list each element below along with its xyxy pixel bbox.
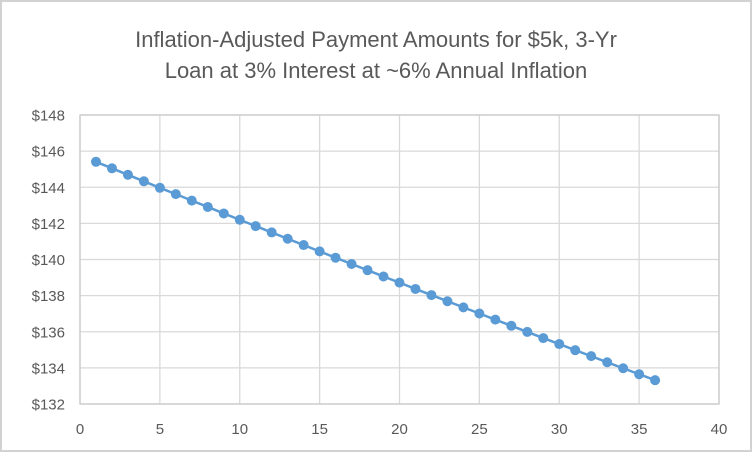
data-point (538, 333, 549, 344)
x-axis-tick-label: 0 (76, 421, 84, 438)
data-point (218, 208, 229, 219)
data-point (186, 195, 197, 206)
chart-title-line-2: Loan at 3% Interest at ~6% Annual Inflat… (164, 58, 588, 83)
data-point (154, 182, 165, 193)
data-point (266, 227, 277, 238)
data-point (650, 375, 661, 386)
data-point (298, 240, 309, 251)
data-point (506, 320, 517, 331)
y-axis-tick-label: $138 (32, 288, 65, 305)
x-axis-tick-label: 15 (311, 421, 328, 438)
data-point (442, 296, 453, 307)
data-point (202, 201, 213, 212)
y-axis-tick-label: $136 (32, 324, 65, 341)
data-point (170, 189, 181, 200)
data-point (330, 252, 341, 263)
data-point (490, 314, 501, 325)
x-axis-tick-label: 25 (471, 421, 488, 438)
data-point (474, 308, 485, 319)
chart-title-line-1: Inflation-Adjusted Payment Amounts for $… (135, 27, 617, 52)
data-point (586, 351, 597, 362)
x-axis-tick-label: 35 (631, 421, 648, 438)
data-point (394, 277, 405, 288)
x-axis-tick-label: 10 (231, 421, 248, 438)
data-point (522, 326, 533, 337)
data-point (138, 176, 149, 187)
x-axis-tick-label: 30 (551, 421, 568, 438)
data-point (634, 369, 645, 380)
x-axis-tick-label: 5 (156, 421, 164, 438)
data-point (122, 169, 133, 180)
chart-title: Inflation-Adjusted Payment Amounts for $… (2, 24, 750, 86)
data-point (618, 363, 629, 374)
data-point (106, 163, 117, 174)
data-point (458, 302, 469, 313)
y-axis-tick-label: $132 (32, 397, 65, 414)
data-point (426, 290, 437, 301)
data-point (282, 233, 293, 244)
data-point (410, 283, 421, 294)
y-axis-tick-label: $142 (32, 216, 65, 233)
data-point (90, 156, 101, 167)
data-point (314, 246, 325, 257)
data-point (554, 339, 565, 350)
data-point (250, 221, 261, 232)
data-point (234, 214, 245, 225)
data-point (570, 345, 581, 356)
data-point (378, 271, 389, 282)
data-point (602, 357, 613, 368)
x-axis-tick-label: 40 (711, 421, 728, 438)
plot-border (79, 114, 720, 405)
y-axis-tick-label: $146 (32, 144, 65, 161)
data-point (362, 265, 373, 276)
y-axis-tick-label: $134 (32, 360, 65, 377)
y-axis-tick-label: $148 (32, 108, 65, 125)
x-axis-tick-label: 20 (391, 421, 408, 438)
y-axis-tick-label: $140 (32, 252, 65, 269)
y-axis-tick-label: $144 (32, 180, 65, 197)
data-point (346, 259, 357, 270)
